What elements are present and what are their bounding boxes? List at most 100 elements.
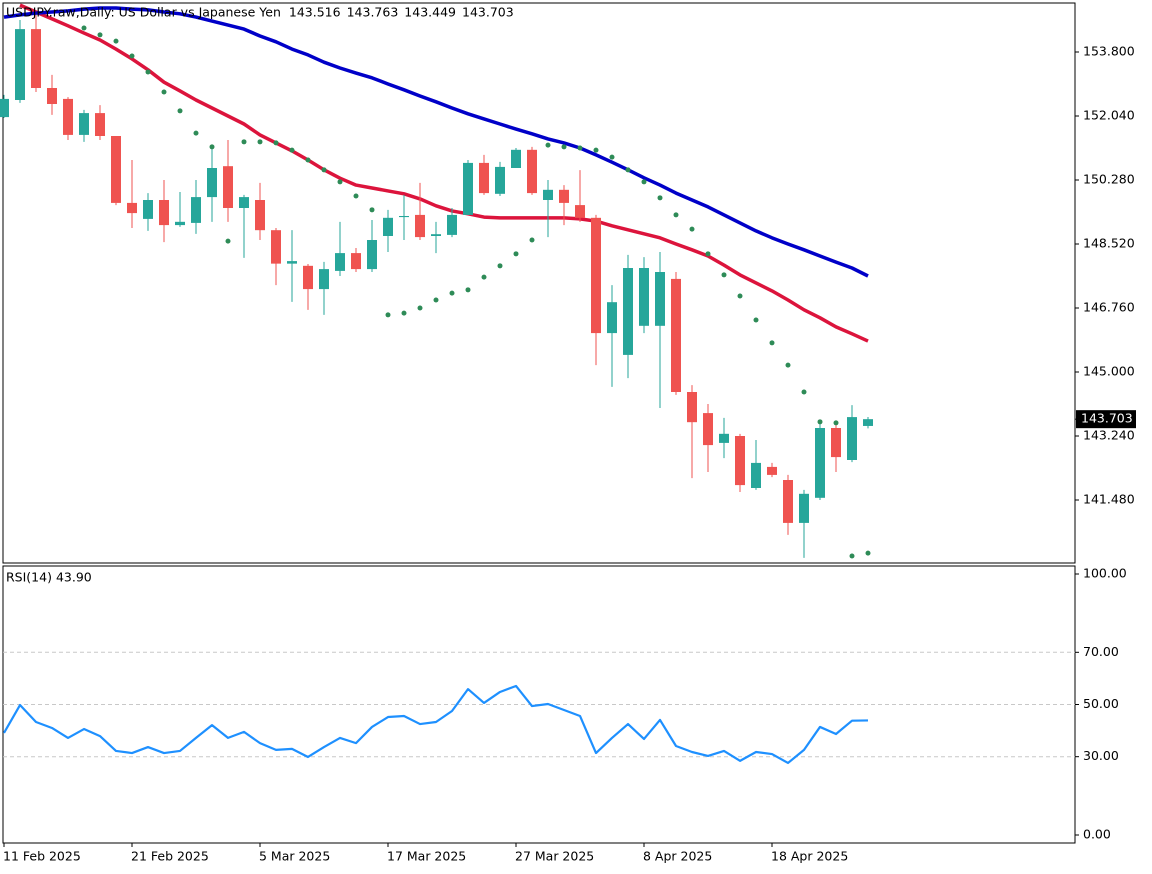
sar-dot xyxy=(401,310,407,316)
y-tick-label: 148.520 xyxy=(1083,236,1135,251)
sar-dot xyxy=(129,53,135,59)
candle-body xyxy=(223,166,233,208)
sar-dot xyxy=(817,419,823,425)
sar-dot xyxy=(97,32,103,38)
sar-dot xyxy=(833,420,839,426)
sar-dot xyxy=(785,362,791,368)
sar-dot xyxy=(673,212,679,218)
candle-body xyxy=(703,413,713,446)
candle-body xyxy=(0,98,9,118)
candle-body xyxy=(447,214,457,235)
x-tick-label: 21 Feb 2025 xyxy=(131,849,209,864)
candle-body xyxy=(319,269,329,290)
sar-dot xyxy=(161,89,167,95)
candle-body xyxy=(143,200,153,219)
y-tick-label: 146.760 xyxy=(1083,300,1135,315)
x-tick-label: 11 Feb 2025 xyxy=(3,849,81,864)
y-tick-label: 150.280 xyxy=(1083,172,1135,187)
candle-body xyxy=(591,217,601,334)
candle-body xyxy=(399,216,409,218)
candle-body xyxy=(335,253,345,271)
candle-body xyxy=(303,265,313,290)
ohlc-value: 143.703 xyxy=(462,5,514,20)
sar-dot xyxy=(513,251,519,257)
sar-dot xyxy=(641,179,647,185)
sar-dot xyxy=(737,293,743,299)
sar-dot xyxy=(465,287,471,293)
ohlc-value: 143.516 xyxy=(289,5,341,20)
y-tick-label: 30.00 xyxy=(1083,748,1119,763)
candle-body xyxy=(239,197,249,208)
sar-dot xyxy=(769,340,775,346)
sar-dot xyxy=(241,139,247,145)
rsi-title: RSI(14) 43.90 xyxy=(6,570,92,585)
candle-body xyxy=(415,214,425,238)
candle-body xyxy=(207,168,217,198)
candle-body xyxy=(191,197,201,223)
candle-body xyxy=(175,221,185,226)
sar-dot xyxy=(193,130,199,136)
sar-dot xyxy=(209,144,215,150)
x-tick-label: 5 Mar 2025 xyxy=(259,849,330,864)
sar-dot xyxy=(753,317,759,323)
candle-body xyxy=(847,417,857,460)
candle-body xyxy=(543,189,553,200)
candle-body xyxy=(63,98,73,135)
candle-body xyxy=(607,302,617,334)
sar-dot xyxy=(433,297,439,303)
candle-body xyxy=(79,113,89,135)
sar-dot xyxy=(865,550,871,556)
sar-dot xyxy=(257,139,263,145)
candle-body xyxy=(511,149,521,168)
moving-average xyxy=(3,6,869,278)
candle-body xyxy=(351,253,361,270)
sar-dot xyxy=(449,290,455,296)
candle-body xyxy=(815,428,825,498)
sar-dot xyxy=(609,154,615,160)
x-tick-label: 8 Apr 2025 xyxy=(643,849,712,864)
candle-body xyxy=(255,200,265,231)
price-panel xyxy=(2,2,1076,564)
sar-dot xyxy=(353,193,359,199)
candle-body xyxy=(479,162,489,194)
candle-body xyxy=(47,88,57,104)
sar-dot xyxy=(113,38,119,44)
candle-body xyxy=(527,149,537,194)
candle-body xyxy=(159,200,169,226)
sar-dot xyxy=(177,108,183,114)
candle-body xyxy=(719,433,729,443)
sar-dot xyxy=(529,237,535,243)
sar-dot xyxy=(81,25,87,31)
candle-body xyxy=(735,436,745,486)
candle-body xyxy=(767,466,777,475)
candle-body xyxy=(687,392,697,423)
x-tick-label: 17 Mar 2025 xyxy=(387,849,466,864)
candle-body xyxy=(623,268,633,355)
candle-body xyxy=(655,272,665,326)
y-tick-label: 153.800 xyxy=(1083,44,1135,59)
candle-body xyxy=(463,162,473,215)
sar-dot xyxy=(337,179,343,185)
candle-body xyxy=(639,268,649,326)
candle-body xyxy=(495,166,505,194)
candle-body xyxy=(31,29,41,88)
sar-dot xyxy=(545,142,551,148)
y-tick-label: 143.240 xyxy=(1083,428,1135,443)
candle-body xyxy=(831,428,841,458)
sar-dot xyxy=(369,207,375,213)
sar-dot xyxy=(289,147,295,153)
sar-dot xyxy=(801,389,807,395)
x-tick-label: 27 Mar 2025 xyxy=(515,849,594,864)
last-price-label: 143.703 xyxy=(1081,411,1133,426)
candle-body xyxy=(367,240,377,270)
y-tick-label: 152.040 xyxy=(1083,108,1135,123)
sar-dot xyxy=(593,147,599,153)
candle-body xyxy=(863,419,873,426)
y-tick-label: 141.480 xyxy=(1083,492,1135,507)
candle-body xyxy=(783,480,793,523)
sar-dot xyxy=(561,144,567,150)
sar-dot xyxy=(577,145,583,151)
sar-dot xyxy=(849,553,855,559)
candle-body xyxy=(15,29,25,100)
sar-dot xyxy=(385,312,391,318)
